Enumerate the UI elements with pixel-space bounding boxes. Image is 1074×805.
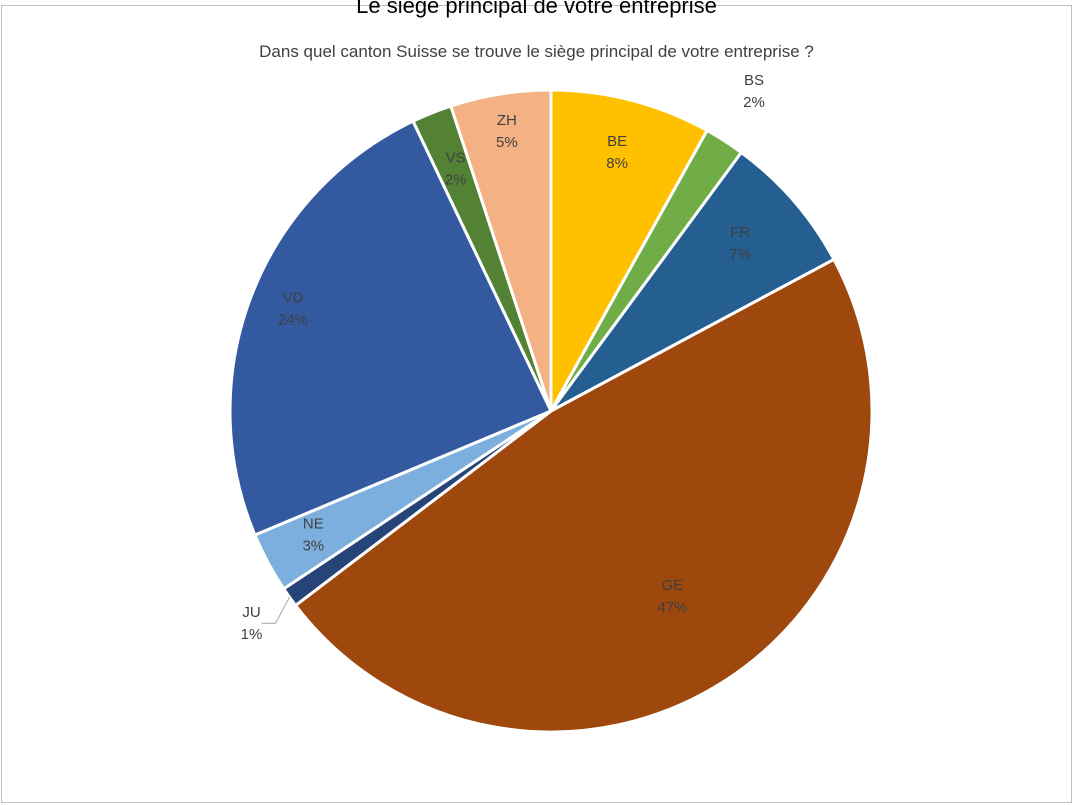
- pie-slice-be: [549, 88, 709, 413]
- slice-label-ne: NE: [303, 515, 324, 532]
- slice-percent-be: 8%: [606, 155, 628, 172]
- slice-percent-ju: 1%: [241, 626, 263, 643]
- slice-percent-zh: 5%: [496, 134, 518, 151]
- slice-label-vd: VD: [283, 290, 304, 307]
- slice-percent-bs: 2%: [743, 94, 765, 111]
- pie-chart: BE 8% BS 2% FR 7% GE 47% JU 1% NE 3% VD 24% VS 2% ZH 5%: [228, 72, 874, 734]
- slice-percent-ge: 47%: [657, 599, 687, 616]
- slice-percent-vs: 2%: [445, 172, 467, 189]
- slice-label-fr: FR: [730, 224, 750, 241]
- pie-slices: [228, 88, 874, 734]
- slice-label-vs: VS: [446, 150, 466, 167]
- pie-slice-vd: [228, 119, 553, 537]
- pie-labels: BE 8% BS 2% FR 7% GE 47% JU 1% NE 3% VD 24% VS 2% ZH 5%: [241, 72, 765, 643]
- chart-title: Dans quel canton Suisse se trouve le siè…: [259, 42, 814, 61]
- pie-slice-fr: [549, 151, 836, 413]
- slice-label-zh: ZH: [497, 112, 517, 129]
- slice-label-be: BE: [607, 133, 627, 150]
- slice-label-ju: JU: [242, 604, 260, 621]
- pie-slice-ge: [294, 257, 874, 734]
- slice-percent-vd: 24%: [278, 312, 308, 329]
- slice-label-bs: BS: [744, 72, 764, 89]
- slice-percent-fr: 7%: [729, 246, 751, 263]
- pie-slice-zh: [449, 88, 553, 413]
- leader-line-ju: [261, 596, 290, 624]
- page-title: Le siège principal de votre entreprise: [356, 0, 717, 18]
- slice-label-ge: GE: [662, 577, 684, 594]
- slice-percent-ne: 3%: [302, 537, 324, 554]
